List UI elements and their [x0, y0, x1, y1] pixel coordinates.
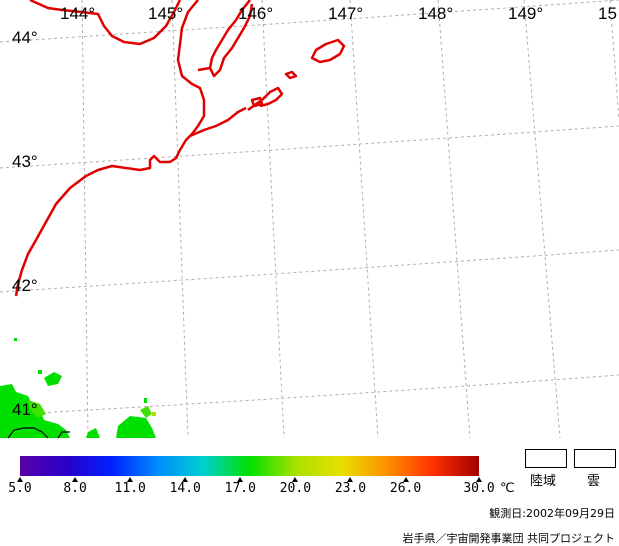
coast-southwest [7, 427, 70, 439]
sst-patch-southwest-edge [28, 400, 46, 418]
colorbar-tick-mark [127, 477, 134, 482]
longitude-label-150: 15 [598, 4, 617, 23]
sst-map [0, 0, 619, 439]
sst-patch-north [44, 372, 62, 386]
colorbar-tick-mark [17, 477, 23, 482]
sst-dot-1 [38, 370, 42, 374]
longitude-label-144: 144° [60, 4, 96, 23]
sst-colorbar [20, 456, 479, 476]
sst-pixels [0, 338, 156, 438]
observation-date: 観測日:2002年09月29日 [489, 507, 615, 520]
colorbar-tick-label: 8.0 [63, 481, 87, 496]
latitude-label-44: 44° [12, 28, 38, 47]
colorbar-tick-mark [476, 477, 482, 482]
colorbar-tick-label: 11.0 [114, 481, 146, 496]
colorbar-tick-mark [292, 477, 299, 482]
latitude-gridlines [0, 0, 619, 416]
longitude-label-145: 145° [148, 4, 184, 23]
sst-patch-center [116, 416, 156, 438]
colorbar-tick-label: 30.0 [463, 481, 495, 496]
sst-patch-small [86, 428, 100, 438]
shiretoko-coast [14, 0, 206, 297]
colorbar-tick-mark [402, 477, 409, 482]
colorbar-tick-mark [347, 477, 354, 482]
colorbar-tick-mark [237, 477, 244, 482]
sst-dot-4 [144, 398, 147, 403]
colorbar-tick-label: 5.0 [8, 481, 32, 496]
cloud-legend-box [574, 449, 616, 468]
kunashir-island [208, 0, 254, 78]
nemuro-peninsula [189, 106, 247, 138]
coastline [14, 0, 346, 297]
longitude-label-149: 149° [508, 4, 544, 23]
colorbar-tick-label: 20.0 [279, 481, 312, 496]
longitude-label-147: 147° [328, 4, 364, 23]
cloud-legend-label: 雲 [587, 474, 601, 489]
longitude-label-148: 148° [418, 4, 454, 23]
colorbar-tick-label: 26.0 [389, 481, 422, 496]
sst-dot-3 [152, 412, 156, 416]
credit-text: 岩手県／宇宙開発事業団 共同プロジェクト [402, 532, 616, 545]
habomai-islet-1 [250, 96, 264, 108]
colorbar-unit: ℃ [500, 481, 515, 496]
iturup-south [310, 38, 346, 64]
latitude-label-43: 43° [12, 152, 38, 171]
hokkaido-north-coast [29, 0, 182, 46]
land-legend-box [525, 449, 567, 468]
latitude-label-41: 41° [12, 400, 38, 419]
islet-east [284, 70, 298, 80]
sst-patch-center-edge [140, 406, 152, 418]
latitude-label-42: 42° [12, 276, 38, 295]
colorbar-tick-mark [182, 477, 189, 482]
colorbar-tick-label: 14.0 [169, 481, 201, 496]
colorbar-tick-label: 17.0 [224, 481, 256, 496]
longitude-label-146: 146° [238, 4, 274, 23]
hokkaido-west-coast [197, 66, 211, 72]
shikotan-island [247, 86, 284, 111]
land-legend-label: 陸域 [530, 474, 557, 489]
colorbar-tick-label: 23.0 [334, 481, 367, 496]
colorbar-tick-mark [72, 477, 79, 482]
sst-dot-2 [14, 338, 17, 341]
longitude-gridlines [81, 0, 619, 439]
